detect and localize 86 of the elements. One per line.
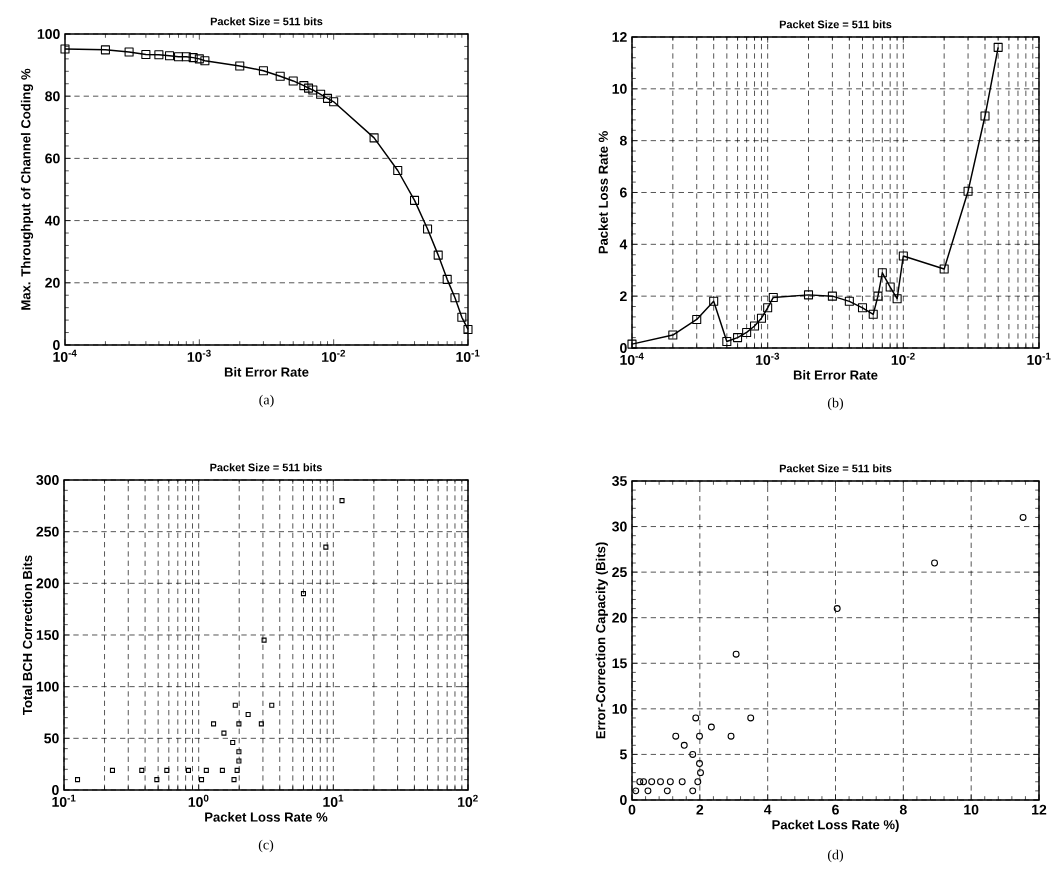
- point: [1019, 513, 1027, 521]
- x-tick-label: 10$^{0}$: [188, 794, 209, 807]
- chart-title: Packet Size = 511 bits: [210, 463, 322, 472]
- point: [648, 778, 656, 786]
- x-tick-label: 10$^{-3}$: [187, 349, 211, 362]
- y-tick-label: 5: [619, 749, 627, 760]
- point: [696, 732, 703, 740]
- y-tick-label: 20: [45, 277, 60, 288]
- y-axis-title: Max. Throughput of Channel Coding %: [20, 68, 34, 310]
- point: [666, 778, 674, 786]
- point: [694, 778, 702, 786]
- y-tick-label: 30: [612, 521, 627, 532]
- x-tick-label: 10: [964, 804, 979, 815]
- y-tick-label: 60: [45, 153, 60, 164]
- y-tick-label: 150: [36, 630, 59, 640]
- y-tick-label: 2: [619, 291, 627, 302]
- point: [707, 723, 715, 731]
- y-tick-label: 15: [612, 658, 627, 669]
- x-tick-label: 10$^{-2}$: [322, 349, 346, 362]
- x-tick-label: 8: [899, 804, 907, 815]
- point: [678, 778, 686, 786]
- y-tick-label: 25: [612, 567, 627, 578]
- point: [833, 605, 841, 613]
- text: (d): [827, 849, 844, 863]
- point: [697, 769, 704, 777]
- y-tick-label: 20: [612, 612, 627, 623]
- y-tick-label: 100: [37, 29, 60, 39]
- x-tick-label: 4: [763, 804, 772, 815]
- y-tick-label: 50: [44, 733, 59, 744]
- y-tick-label: 100: [36, 681, 59, 692]
- y-tick-label: 0: [52, 785, 59, 795]
- point: [636, 778, 644, 786]
- point: [632, 787, 640, 795]
- x-tick-label: 10$^{-3}$: [756, 352, 780, 365]
- point: [689, 750, 697, 758]
- x-tick-label: 2: [696, 804, 704, 815]
- x-tick-label: 10$^{-4}$: [53, 349, 77, 362]
- y-tick-label: 300: [36, 475, 59, 485]
- x-tick-label: 10$^{-1}$: [52, 794, 76, 807]
- y-tick-label: 10: [612, 703, 627, 714]
- x-tick-label: 10$^{-2}$: [891, 352, 915, 365]
- y-axis-title: Packet Loss Rate %: [598, 131, 608, 254]
- chart-title: Packet Size = 511 bits: [779, 464, 892, 473]
- text: (c): [258, 839, 274, 853]
- point: [657, 778, 664, 786]
- x-tick-label: 10$^{-1}$: [456, 349, 480, 362]
- x-axis-title: Bit Error Rate: [224, 367, 309, 377]
- y-axis-title: Error-Correction Capacity (Bits): [595, 542, 608, 739]
- point: [640, 778, 648, 786]
- x-tick-label: 0: [628, 804, 636, 815]
- y-tick-label: 10: [612, 83, 627, 94]
- point: [663, 787, 671, 795]
- y-tick-label: 200: [36, 578, 59, 589]
- y-tick-label: 250: [36, 526, 59, 537]
- x-axis-title: Bit Error Rate: [793, 370, 878, 380]
- x-tick-label: 6: [832, 804, 839, 815]
- point: [680, 741, 688, 749]
- point: [672, 732, 680, 740]
- y-tick-label: 12: [612, 32, 627, 42]
- x-tick-label: 10$^{1}$: [323, 794, 344, 807]
- point: [931, 559, 939, 567]
- point: [644, 787, 652, 795]
- y-axis-title: Total BCH Correction Bits: [22, 555, 33, 715]
- y-tick-label: 40: [44, 215, 60, 226]
- x-tick-label: 10$^{-1}$: [1027, 352, 1051, 365]
- x-axis-title: Packet Loss Rate %): [772, 819, 899, 832]
- chart-title: Packet Size = 511 bits: [210, 17, 323, 26]
- point: [732, 650, 740, 658]
- point: [727, 732, 735, 740]
- chart-title: Packet Size = 511 bits: [779, 20, 892, 29]
- point: [689, 787, 697, 795]
- point: [747, 714, 755, 722]
- y-tick-label: 80: [45, 91, 60, 102]
- y-tick-label: 0: [53, 340, 60, 350]
- y-tick-label: 35: [612, 476, 627, 486]
- y-tick-label: 6: [620, 187, 627, 198]
- point: [696, 760, 703, 767]
- y-tick-label: 4: [619, 239, 628, 250]
- text: (b): [827, 397, 844, 411]
- x-axis-title: Packet Loss Rate %: [205, 812, 328, 822]
- x-tick-label: 12: [1032, 804, 1047, 815]
- x-tick-label: 10$^{-4}$: [620, 352, 644, 365]
- x-tick-label: 10$^{2}$: [458, 794, 478, 807]
- text: (a): [259, 394, 274, 408]
- y-tick-label: 8: [619, 135, 627, 146]
- point: [692, 714, 700, 722]
